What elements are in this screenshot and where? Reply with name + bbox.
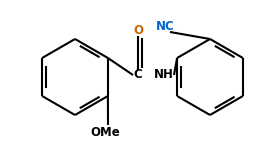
Text: O: O [133, 24, 143, 38]
Text: OMe: OMe [90, 127, 120, 139]
Text: NH: NH [154, 69, 174, 82]
Text: C: C [134, 69, 142, 82]
Text: NC: NC [156, 21, 174, 34]
